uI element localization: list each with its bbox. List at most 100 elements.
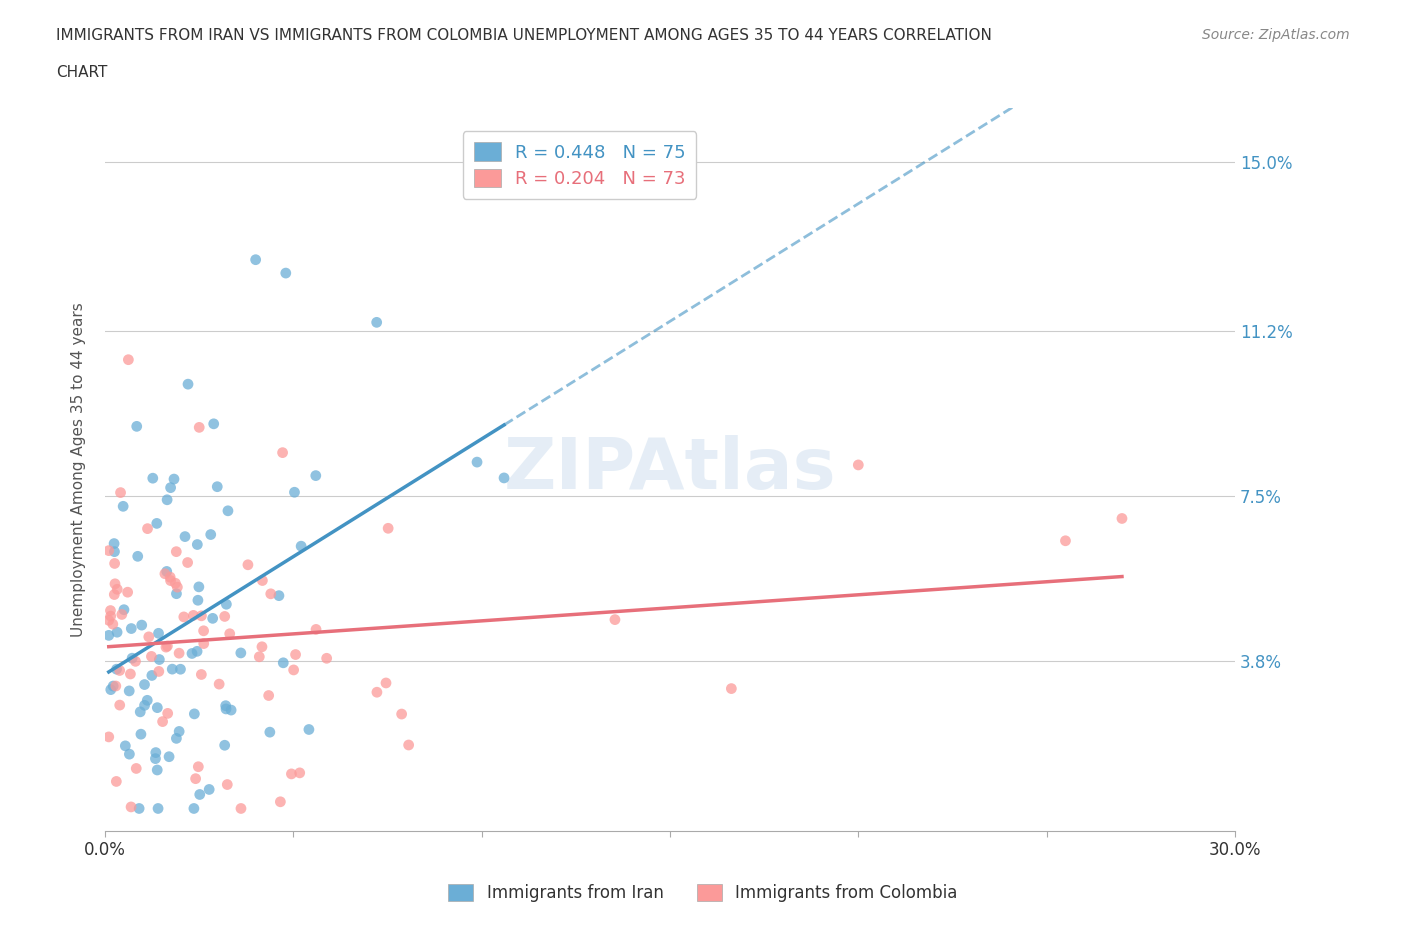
Point — [128, 801, 150, 816]
Point — [101, 679, 124, 694]
Point — [112, 498, 135, 513]
Point — [173, 609, 195, 624]
Point — [162, 661, 184, 676]
Point — [215, 597, 238, 612]
Point — [120, 800, 142, 815]
Point — [138, 630, 160, 644]
Point — [148, 652, 170, 667]
Point — [218, 626, 240, 641]
Point — [846, 458, 869, 472]
Point — [187, 592, 209, 607]
Point — [176, 555, 198, 570]
Point — [215, 701, 238, 716]
Point — [257, 688, 280, 703]
Y-axis label: Unemployment Among Ages 35 to 44 years: Unemployment Among Ages 35 to 44 years — [72, 302, 86, 637]
Point — [193, 636, 215, 651]
Point — [152, 714, 174, 729]
Point — [236, 557, 259, 572]
Point — [183, 608, 205, 623]
Legend: Immigrants from Iran, Immigrants from Colombia: Immigrants from Iran, Immigrants from Co… — [439, 874, 967, 912]
Point — [298, 722, 321, 737]
Point — [153, 566, 176, 581]
Point — [159, 480, 181, 495]
Point — [269, 794, 291, 809]
Point — [181, 646, 204, 661]
Point — [186, 538, 208, 552]
Point — [375, 675, 398, 690]
Point — [377, 521, 399, 536]
Point — [1054, 533, 1077, 548]
Point — [190, 608, 212, 623]
Point — [217, 503, 239, 518]
Point — [105, 774, 128, 789]
Point — [142, 471, 165, 485]
Point — [125, 761, 148, 776]
Point — [100, 608, 122, 623]
Point — [148, 664, 170, 679]
Point — [219, 703, 242, 718]
Point — [146, 516, 169, 531]
Point — [110, 485, 132, 500]
Point — [146, 763, 169, 777]
Point — [188, 420, 211, 435]
Point — [97, 613, 120, 628]
Point — [111, 607, 134, 622]
Point — [1111, 511, 1133, 525]
Point — [186, 644, 208, 658]
Point — [146, 801, 169, 816]
Text: CHART: CHART — [56, 65, 108, 80]
Point — [108, 663, 131, 678]
Point — [391, 707, 413, 722]
Point — [146, 700, 169, 715]
Point — [131, 618, 153, 632]
Point — [165, 544, 187, 559]
Point — [129, 704, 152, 719]
Point — [280, 766, 302, 781]
Point — [114, 738, 136, 753]
Point — [156, 639, 179, 654]
Point — [101, 617, 124, 631]
Point — [315, 651, 337, 666]
Point — [214, 737, 236, 752]
Point — [260, 587, 283, 602]
Point — [465, 455, 488, 470]
Point — [187, 759, 209, 774]
Point — [174, 529, 197, 544]
Point — [124, 654, 146, 669]
Point — [104, 556, 127, 571]
Point — [141, 668, 163, 683]
Point — [183, 801, 205, 816]
Point — [187, 579, 209, 594]
Point — [190, 667, 212, 682]
Point — [366, 684, 388, 699]
Point — [134, 677, 156, 692]
Point — [165, 576, 187, 591]
Point — [169, 662, 191, 677]
Point — [217, 777, 239, 792]
Point — [118, 747, 141, 762]
Point — [207, 479, 229, 494]
Point — [720, 681, 742, 696]
Text: IMMIGRANTS FROM IRAN VS IMMIGRANTS FROM COLOMBIA UNEMPLOYMENT AMONG AGES 35 TO 4: IMMIGRANTS FROM IRAN VS IMMIGRANTS FROM … — [56, 28, 993, 43]
Point — [120, 621, 142, 636]
Point — [129, 726, 152, 741]
Text: ZIPAtlas: ZIPAtlas — [503, 435, 837, 504]
Point — [305, 622, 328, 637]
Point — [105, 625, 128, 640]
Point — [97, 729, 120, 744]
Point — [159, 570, 181, 585]
Point — [201, 611, 224, 626]
Point — [283, 662, 305, 677]
Point — [271, 445, 294, 460]
Point — [229, 645, 252, 660]
Point — [105, 582, 128, 597]
Point — [290, 538, 312, 553]
Point — [165, 731, 187, 746]
Point — [214, 609, 236, 624]
Point — [284, 647, 307, 662]
Point — [271, 656, 294, 671]
Point — [167, 724, 190, 738]
Point — [208, 677, 231, 692]
Point — [398, 737, 420, 752]
Point — [104, 679, 127, 694]
